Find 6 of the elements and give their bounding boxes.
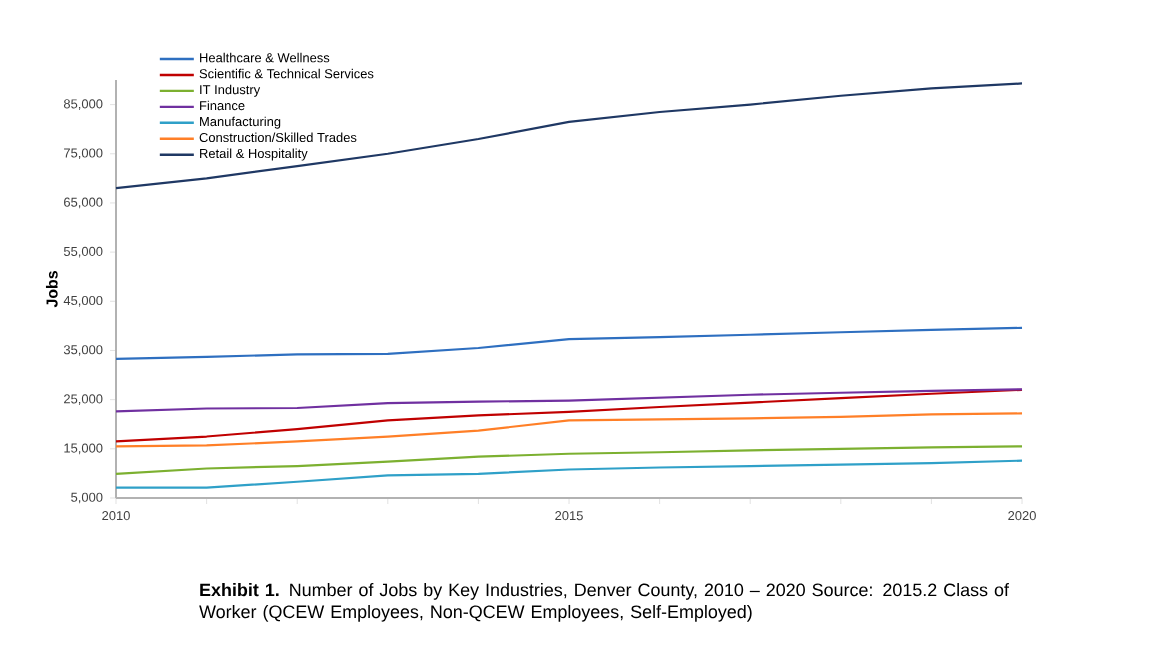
line-series xyxy=(114,459,1024,489)
text: Exhibit 1. Number of Jobs by Key Industries, Denver County, 2010 – 2020 Source: 2015.2 Class of Worker (QCEW Employees, Non-QCEW Employees, Self-Employed) xyxy=(199,583,1009,622)
line-series xyxy=(114,445,1024,475)
line-series xyxy=(114,326,1024,360)
line-series xyxy=(114,388,1024,443)
line-series xyxy=(114,82,1024,190)
